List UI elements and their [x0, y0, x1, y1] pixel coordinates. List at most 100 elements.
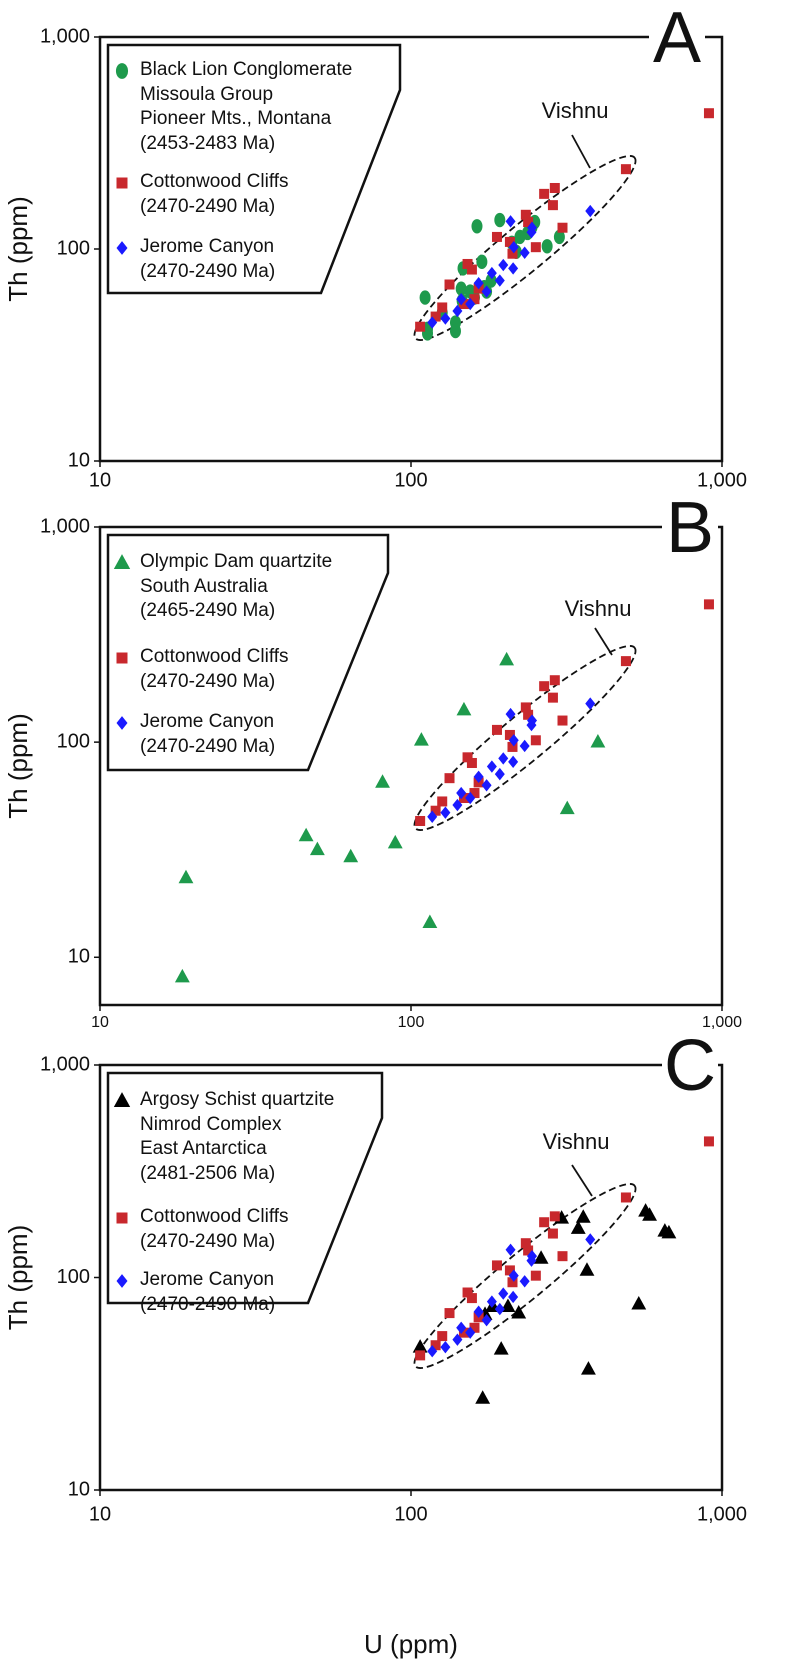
point: [466, 1293, 477, 1304]
y-tick-label: 1,000: [40, 1053, 90, 1075]
point: [469, 294, 480, 305]
point: [519, 246, 530, 259]
legend-marker: [113, 554, 131, 569]
point: [498, 1287, 509, 1300]
point: [508, 734, 519, 747]
point: [413, 732, 429, 746]
point: [508, 1269, 519, 1282]
plot-frame: [98, 525, 724, 1007]
point: [570, 1220, 586, 1234]
point: [178, 869, 194, 884]
point: [579, 1262, 595, 1276]
x-tick-label: 10: [91, 1014, 109, 1031]
point: [504, 729, 515, 740]
legend-label: Jerome Canyon (2470-2490 Ma): [140, 236, 276, 282]
point: [504, 236, 515, 247]
x-tick-label: 10: [89, 469, 111, 491]
point: [526, 226, 537, 239]
point: [452, 1333, 463, 1346]
point: [419, 290, 431, 305]
point: [547, 1228, 558, 1239]
point: [486, 266, 497, 280]
point: [456, 292, 467, 306]
point: [557, 1251, 568, 1262]
legend-marker: [116, 241, 128, 255]
point: [465, 791, 476, 805]
annotation-leader: [571, 134, 591, 169]
point: [485, 273, 497, 288]
point: [465, 297, 476, 311]
x-tick-label: 100: [394, 469, 427, 491]
y-tick-label: 1,000: [40, 25, 90, 47]
point: [415, 815, 426, 826]
legend-box: [106, 1071, 384, 1305]
panel-label-bg: [649, 31, 705, 41]
point: [427, 1344, 438, 1358]
point: [462, 1287, 473, 1298]
point: [465, 1326, 476, 1339]
point: [519, 1275, 530, 1288]
point: [456, 701, 472, 716]
point: [427, 810, 438, 823]
point: [494, 274, 505, 287]
point: [553, 229, 565, 245]
point: [549, 675, 560, 686]
point: [462, 752, 473, 763]
point: [547, 200, 558, 211]
point: [444, 279, 455, 290]
point: [437, 796, 448, 807]
point: [415, 321, 426, 332]
point: [473, 1305, 484, 1318]
point: [455, 281, 467, 296]
point: [466, 264, 477, 275]
point: [507, 248, 518, 259]
annotation: Vishnu: [543, 1129, 610, 1154]
legend-label: Jerome Canyon (2470-2490 Ma): [140, 711, 276, 757]
x-axis-label: U (ppm): [364, 1629, 458, 1659]
point: [430, 311, 441, 322]
point: [507, 741, 518, 752]
point: [469, 1322, 480, 1333]
point: [620, 1192, 631, 1203]
point: [549, 1211, 560, 1222]
point: [437, 1331, 448, 1342]
point: [458, 1327, 469, 1338]
point: [174, 968, 190, 983]
point: [499, 651, 515, 666]
legend-box: [106, 43, 402, 295]
point: [298, 827, 314, 842]
y-axis-label: Th (ppm): [3, 196, 33, 301]
point: [590, 734, 606, 748]
point: [557, 222, 568, 233]
point: [440, 1340, 451, 1354]
legend-marker: [115, 63, 129, 79]
point: [491, 231, 502, 242]
point: [523, 709, 534, 720]
annotation: Vishnu: [542, 98, 609, 123]
point: [476, 254, 488, 270]
point: [620, 656, 631, 667]
point: [473, 770, 484, 784]
point: [519, 739, 530, 753]
point: [575, 1209, 591, 1223]
legend-marker: [116, 177, 128, 189]
legend-label: Black Lion Conglomerate Missoula Group P…: [140, 59, 353, 154]
point: [533, 1250, 549, 1264]
point: [498, 258, 509, 272]
plot-frame: [98, 1063, 724, 1492]
x-tick-label: 10: [89, 1503, 111, 1525]
point: [493, 1341, 509, 1355]
point: [481, 1313, 492, 1327]
point: [523, 1245, 534, 1256]
point: [309, 841, 325, 856]
legend-marker: [116, 652, 128, 664]
point: [462, 258, 473, 269]
point: [412, 1339, 428, 1353]
point: [508, 755, 519, 769]
legend-label: Cottonwood Cliffs (2470-2490 Ma): [140, 1206, 289, 1252]
point: [456, 1321, 467, 1334]
point: [539, 681, 550, 692]
point: [505, 1243, 516, 1257]
point: [508, 262, 519, 275]
